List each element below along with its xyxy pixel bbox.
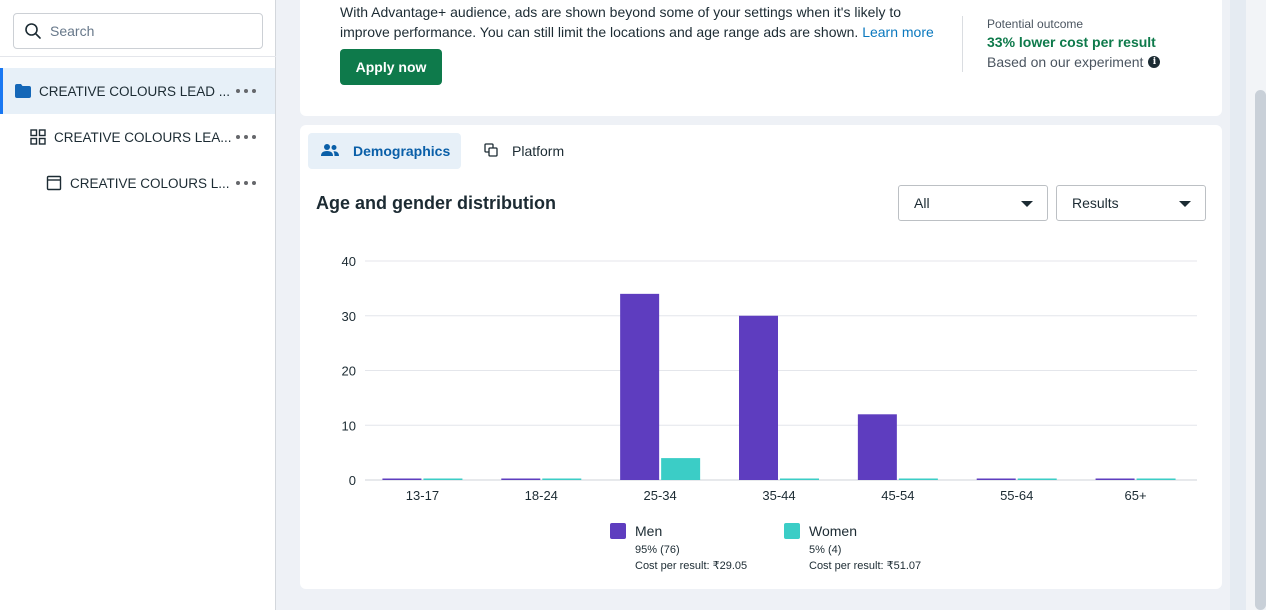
- legend-cost: Cost per result: ₹29.05: [635, 560, 748, 572]
- outcome-label: Potential outcome: [987, 17, 1084, 31]
- caret-down-icon: [1179, 201, 1191, 207]
- bar-women: [898, 478, 938, 480]
- metric-value: Results: [1072, 195, 1119, 211]
- tree-item-campaign[interactable]: CREATIVE COLOURS LEAD ...: [0, 68, 275, 114]
- outcome-divider: [962, 16, 963, 72]
- metric-dropdown[interactable]: Results: [1056, 185, 1206, 221]
- grid-icon: [30, 129, 46, 145]
- legend-name: Women: [809, 523, 857, 539]
- info-icon[interactable]: i: [1148, 56, 1161, 68]
- search-box[interactable]: [13, 13, 263, 49]
- tab-demographics-label: Demographics: [353, 143, 451, 159]
- bar-women: [1017, 478, 1057, 480]
- demographics-card: Demographics Platform Age and gender dis…: [300, 125, 1222, 589]
- y-tick-label: 40: [342, 254, 356, 269]
- bar-men: [976, 478, 1016, 480]
- bar-men: [620, 293, 660, 480]
- scrollbar-thumb[interactable]: [1255, 90, 1266, 610]
- legend-cost: Cost per result: ₹51.07: [809, 560, 922, 572]
- learn-more-link[interactable]: Learn more: [862, 24, 934, 40]
- y-tick-label: 0: [349, 473, 356, 488]
- caret-down-icon: [1021, 201, 1033, 207]
- x-tick-label: 25-34: [644, 488, 677, 503]
- audience-filter-dropdown[interactable]: All: [898, 185, 1048, 221]
- bar-women: [423, 478, 463, 480]
- legend-name: Men: [635, 523, 663, 539]
- legend-share: 5% (4): [809, 544, 842, 556]
- advantage-card: With Advantage+ audience, ads are shown …: [300, 0, 1222, 116]
- more-options-icon[interactable]: [236, 129, 256, 145]
- more-options-icon[interactable]: [236, 175, 256, 191]
- outcome-note-text: Based on our experiment: [987, 54, 1144, 70]
- sidebar: CREATIVE COLOURS LEAD ... CREATIVE COLOU…: [0, 0, 276, 610]
- section-title: Age and gender distribution: [316, 193, 557, 213]
- bar-women: [542, 478, 582, 480]
- advantage-line-1: With Advantage+ audience, ads are shown …: [340, 4, 902, 20]
- age-gender-bar-chart: 0 10 20 30 40 13-17 18-24 25-34 35-44 45-54 55-64 6…: [342, 254, 1197, 503]
- advantage-line-2-text: improve performance. You can still limit…: [340, 24, 859, 40]
- tree-item-label: CREATIVE COLOURS L...: [70, 175, 230, 191]
- x-tick-label: 35-44: [762, 488, 795, 503]
- x-tick-label: 45-54: [881, 488, 914, 503]
- bar-women: [1136, 478, 1176, 480]
- legend-share: 95% (76): [635, 544, 680, 556]
- bar-men: [501, 478, 541, 480]
- y-tick-label: 30: [342, 309, 356, 324]
- tab-platform[interactable]: Platform: [480, 133, 580, 169]
- tree-item-ad[interactable]: CREATIVE COLOURS L...: [0, 160, 275, 206]
- audience-filter-value: All: [914, 195, 930, 211]
- search-input[interactable]: [50, 23, 240, 39]
- folder-icon: [15, 83, 31, 99]
- search-icon: [25, 23, 41, 39]
- advantage-description: With Advantage+ audience, ads are shown …: [340, 2, 940, 42]
- x-tick-label: 18-24: [525, 488, 558, 503]
- bar-men: [857, 414, 897, 480]
- apply-now-button[interactable]: Apply now: [340, 49, 442, 85]
- tab-platform-label: Platform: [512, 143, 565, 159]
- platform-icon: [484, 142, 498, 160]
- tree-item-adset[interactable]: CREATIVE COLOURS LEA...: [0, 114, 275, 160]
- people-icon: [321, 143, 339, 160]
- outcome-value: 33% lower cost per result: [987, 34, 1156, 50]
- legend-swatch-men: [610, 523, 626, 539]
- ad-icon: [46, 175, 62, 191]
- x-tick-label: 65+: [1125, 488, 1147, 503]
- bar-men: [382, 478, 422, 480]
- bar-women: [780, 478, 819, 480]
- y-tick-label: 20: [342, 364, 356, 379]
- bar-women: [661, 458, 701, 480]
- tree-item-label: CREATIVE COLOURS LEAD ...: [39, 83, 231, 99]
- bar-men: [1095, 478, 1135, 480]
- x-tick-label: 55-64: [1000, 488, 1033, 503]
- y-tick-label: 10: [342, 418, 356, 433]
- advantage-line-2: improve performance. You can still limit…: [340, 22, 940, 42]
- x-tick-label: 13-17: [406, 488, 439, 503]
- sidebar-divider: [0, 56, 276, 57]
- more-options-icon[interactable]: [236, 83, 256, 99]
- bar-men: [739, 315, 778, 480]
- tab-demographics[interactable]: Demographics: [308, 133, 461, 169]
- legend-swatch-women: [784, 523, 800, 539]
- outcome-note: Based on our experiment i: [987, 54, 1161, 70]
- tree-item-label: CREATIVE COLOURS LEA...: [54, 129, 232, 145]
